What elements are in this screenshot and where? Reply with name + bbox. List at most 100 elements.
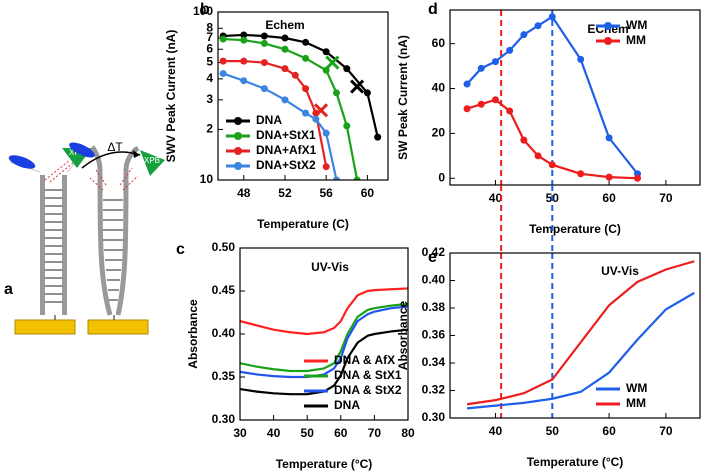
panel: c UV-Vis Temperature (°C) Absorbance 30 40 50 6… <box>176 240 415 471</box>
x-tick-label: 40 <box>489 424 503 438</box>
x-tick-label: 56 <box>320 186 334 200</box>
y-tick-label: 40 <box>432 81 446 95</box>
panel: b Echem Temperature (C) SWV Peak Current (n… <box>164 1 389 231</box>
data-point <box>260 32 268 40</box>
data-point <box>302 109 310 117</box>
y-tick-label: 100 <box>193 4 213 18</box>
x-tick-label: 48 <box>237 186 251 200</box>
contacts <box>44 159 75 183</box>
y-tick-label: 0.50 <box>212 240 236 254</box>
data-point <box>374 133 382 141</box>
y-axis-label: Absorbance <box>186 299 200 369</box>
data-point <box>353 176 361 180</box>
panel-title: Echem <box>265 18 304 32</box>
y-tick-label: 3 <box>206 92 213 106</box>
strand <box>90 145 103 171</box>
data-point <box>322 48 330 56</box>
data-point <box>548 161 556 169</box>
plot-frame <box>217 11 389 181</box>
panel-letter: d <box>428 1 438 18</box>
legend-label: MM <box>626 33 646 47</box>
panel: dEChemTemperature (C)SW Peak Current (nA… <box>396 1 701 236</box>
electrode <box>14 319 76 335</box>
y-tick-label: 0.36 <box>422 328 446 342</box>
y-tick-label: 4 <box>206 71 213 85</box>
data-point <box>322 129 330 137</box>
data-point <box>534 22 542 30</box>
data-point <box>491 96 499 104</box>
arrow-label: ΔT <box>107 140 123 154</box>
data-point <box>577 170 585 178</box>
x-tick-label: 40 <box>489 191 503 205</box>
data-point <box>634 174 641 182</box>
panel-letter: c <box>176 241 185 258</box>
y-tick-label: 8 <box>206 20 213 34</box>
panel-title: UV-Vis <box>311 260 349 274</box>
data-point <box>240 36 248 44</box>
data-point <box>605 173 613 181</box>
legend-label: WM <box>626 381 647 395</box>
x-tick-label: 50 <box>301 426 315 440</box>
series-line <box>240 328 408 396</box>
data-point <box>534 152 542 160</box>
data-point <box>281 45 289 53</box>
data-point <box>302 38 310 46</box>
legend-label: DNA <box>334 398 360 412</box>
data-point <box>548 13 556 21</box>
y-tick-label: 0.40 <box>212 326 236 340</box>
plot-area <box>240 287 408 396</box>
legend-label: DNA <box>256 113 282 127</box>
panel-letter: a <box>4 281 13 298</box>
y-tick-label: 6 <box>206 41 213 55</box>
data-point <box>477 100 485 108</box>
y-tick-label: 7 <box>206 30 213 44</box>
legend-marker <box>234 132 242 140</box>
panel-letter: b <box>200 1 210 18</box>
x-tick-label: 60 <box>602 424 616 438</box>
legend-marker <box>604 37 612 45</box>
data-point <box>343 122 351 130</box>
protein-blob <box>8 155 36 169</box>
data-point <box>281 96 289 104</box>
y-tick-label: 0.35 <box>212 369 236 383</box>
melting-point <box>350 79 365 94</box>
y-tick-label: 0.45 <box>212 283 236 297</box>
x-tick-label: 80 <box>401 426 415 440</box>
data-point <box>605 134 613 142</box>
y-tick-label: 0 <box>438 170 445 184</box>
x-tick-label: 52 <box>278 186 292 200</box>
x-tick-label: 60 <box>334 426 348 440</box>
plot-frame <box>239 247 409 421</box>
series-line <box>240 302 408 373</box>
data-point <box>463 80 471 88</box>
y-axis-label: Absorbance <box>396 301 410 371</box>
legend-marker <box>234 147 242 155</box>
legend-label: WM <box>626 18 647 32</box>
data-point <box>219 70 227 78</box>
data-point <box>219 57 227 65</box>
data-point <box>477 64 485 72</box>
plot-frame <box>449 252 701 419</box>
data-point <box>291 71 299 79</box>
data-point <box>312 115 320 123</box>
panel-title: UV-Vis <box>601 264 639 278</box>
y-axis-label: SW Peak Current (nA) <box>396 35 410 160</box>
x-axis-label: Temperature (°C) <box>527 455 624 469</box>
strand <box>123 145 140 171</box>
data-point <box>363 89 371 97</box>
y-tick-label: 0.38 <box>422 300 446 314</box>
series-line <box>466 98 638 180</box>
y-tick-label: 0.34 <box>422 355 446 369</box>
series-line <box>466 15 639 175</box>
data-point <box>240 57 248 65</box>
legend-label: MM <box>626 396 646 410</box>
panel: e UV-Vis Temperature (°C) Absorbance 40 50 60 7… <box>396 185 701 469</box>
series-line <box>466 260 695 406</box>
legend-marker <box>234 117 242 125</box>
data-point <box>281 65 289 73</box>
data-point <box>260 39 268 47</box>
strand <box>62 175 67 315</box>
x-tick-label: 60 <box>361 186 375 200</box>
data-point <box>491 58 499 66</box>
x-axis-label: Temperature (C) <box>529 222 621 236</box>
